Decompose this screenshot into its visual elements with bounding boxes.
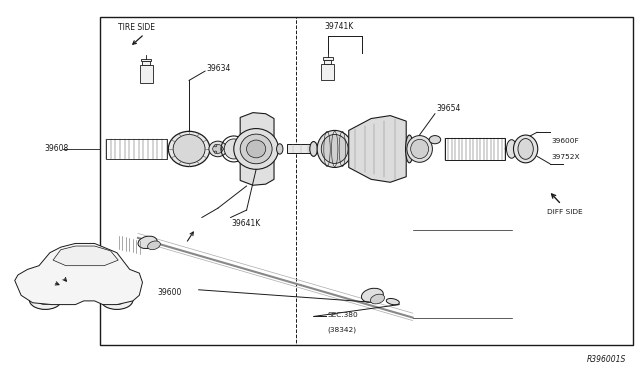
Bar — [140, 65, 153, 83]
Ellipse shape — [138, 236, 157, 248]
Bar — [141, 58, 152, 61]
Text: 39654: 39654 — [436, 104, 461, 113]
Polygon shape — [349, 116, 406, 182]
Text: 39608: 39608 — [44, 144, 68, 153]
Ellipse shape — [407, 136, 433, 162]
Text: R396001S: R396001S — [587, 355, 627, 364]
Bar — [287, 144, 426, 153]
Bar — [321, 64, 334, 80]
Bar — [106, 138, 167, 159]
Bar — [143, 61, 150, 65]
Ellipse shape — [429, 136, 441, 144]
Text: DIFF SIDE: DIFF SIDE — [547, 209, 582, 215]
Text: (38342): (38342) — [328, 326, 356, 333]
Bar — [100, 17, 633, 345]
Ellipse shape — [173, 135, 205, 163]
Circle shape — [38, 296, 53, 305]
Text: 39634: 39634 — [206, 64, 230, 73]
Ellipse shape — [310, 141, 317, 156]
Bar — [324, 60, 332, 64]
Ellipse shape — [214, 151, 217, 153]
Ellipse shape — [321, 135, 348, 163]
Text: 39741K: 39741K — [324, 22, 354, 31]
Ellipse shape — [387, 298, 399, 305]
Text: 39641K: 39641K — [232, 219, 261, 228]
Ellipse shape — [234, 129, 278, 169]
Ellipse shape — [513, 135, 538, 163]
Ellipse shape — [518, 138, 533, 159]
Polygon shape — [15, 243, 143, 305]
Text: TIRE SIDE: TIRE SIDE — [118, 23, 155, 32]
Ellipse shape — [246, 140, 266, 158]
Ellipse shape — [168, 131, 210, 167]
Ellipse shape — [148, 241, 161, 250]
Text: 39752X: 39752X — [551, 154, 580, 160]
Text: SEC.380: SEC.380 — [328, 312, 358, 318]
Ellipse shape — [371, 294, 385, 304]
Ellipse shape — [406, 135, 413, 163]
Ellipse shape — [411, 139, 429, 158]
Text: 39600: 39600 — [157, 288, 181, 297]
Ellipse shape — [317, 131, 352, 167]
Polygon shape — [240, 113, 274, 185]
Ellipse shape — [221, 148, 223, 150]
Ellipse shape — [276, 144, 283, 154]
Text: 39600F: 39600F — [551, 138, 579, 144]
Polygon shape — [53, 246, 118, 266]
Circle shape — [29, 291, 61, 310]
Bar — [296, 17, 633, 345]
Ellipse shape — [209, 141, 227, 157]
Ellipse shape — [214, 145, 217, 147]
Circle shape — [101, 291, 133, 310]
Bar — [445, 138, 505, 160]
Bar — [323, 57, 333, 60]
Ellipse shape — [362, 288, 383, 302]
Ellipse shape — [240, 134, 272, 164]
Ellipse shape — [224, 139, 243, 159]
Circle shape — [109, 296, 125, 305]
Ellipse shape — [506, 140, 516, 158]
Ellipse shape — [212, 144, 223, 153]
